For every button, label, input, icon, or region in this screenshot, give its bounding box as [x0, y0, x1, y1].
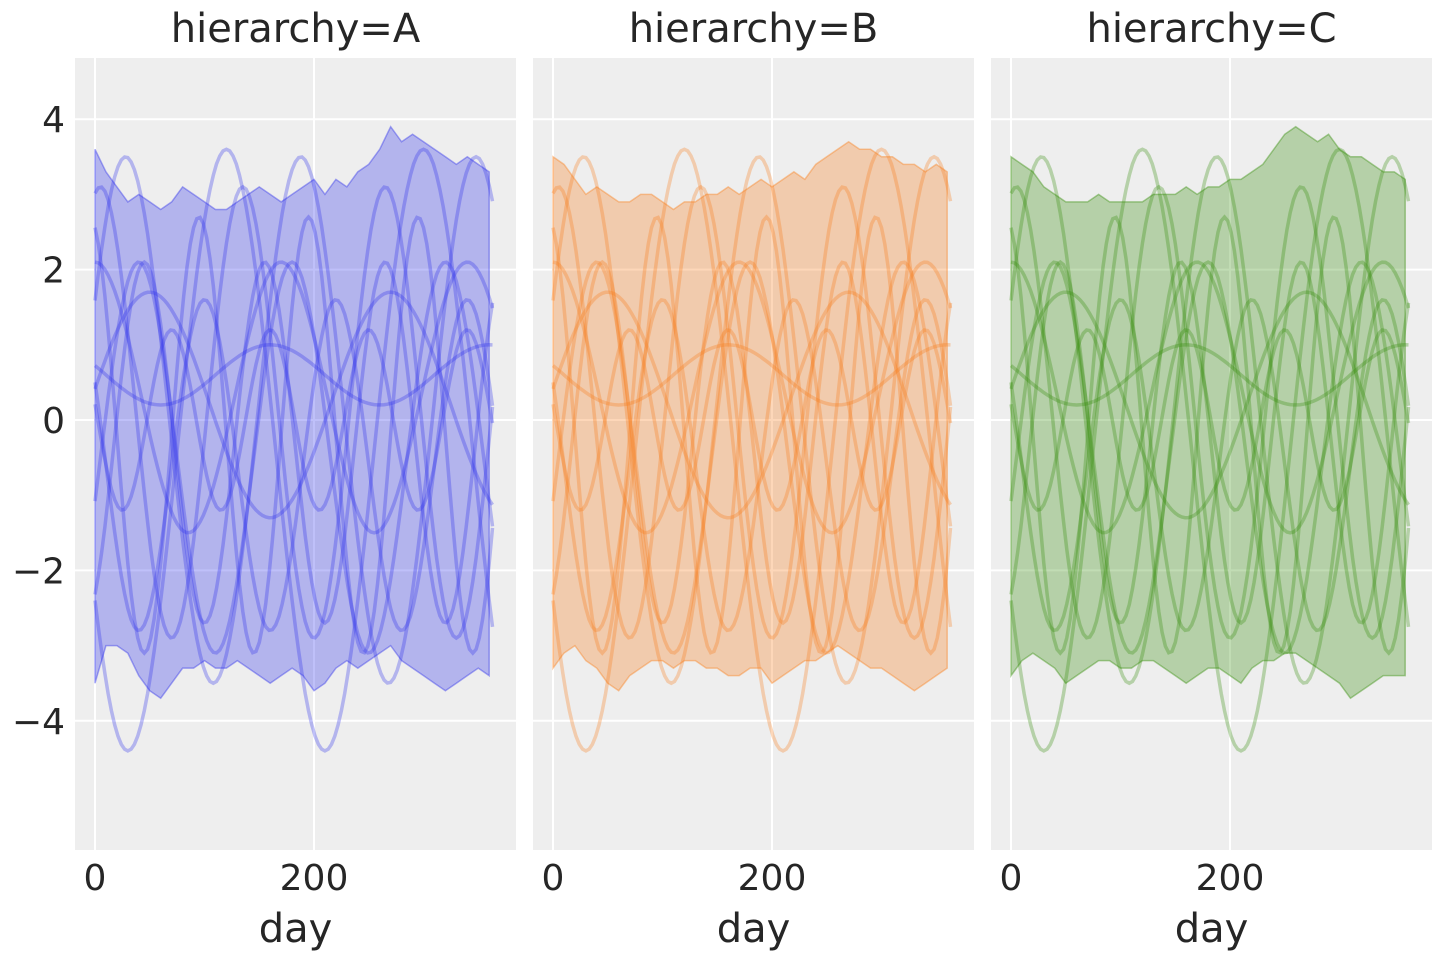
sample-curve-7	[551, 260, 953, 655]
sample-curve-7	[1009, 260, 1411, 655]
x-tick-label: 0	[1000, 858, 1023, 899]
sample-curve-2	[551, 147, 953, 753]
sample-curve-4	[93, 259, 495, 626]
panel-a: hierarchy=A 0 200 day	[75, 6, 516, 952]
y-tick-label: −2	[12, 551, 65, 592]
sample-curve-1	[1009, 154, 1411, 686]
plot-background	[533, 58, 974, 850]
plot-background	[75, 58, 516, 850]
x-tick-label: 0	[542, 858, 565, 899]
x-axis-label: day	[259, 906, 333, 952]
x-tick-label: 200	[738, 858, 807, 899]
sample-curve-10	[552, 260, 953, 535]
sample-curve-9	[551, 297, 953, 633]
sample-curve-3	[93, 184, 495, 641]
sample-curve-2	[1009, 147, 1411, 753]
sample-curve-11	[93, 214, 495, 656]
sample-curve-6	[93, 343, 493, 407]
x-tick-label: 0	[84, 858, 107, 899]
sample-curve-6	[1009, 343, 1409, 407]
hdi-band	[1010, 125, 1406, 700]
sample-curve-10	[1010, 260, 1411, 535]
panel-title: hierarchy=C	[1086, 6, 1336, 52]
sample-curve-7	[93, 260, 495, 655]
sample-curve-9	[1009, 297, 1411, 633]
sample-curve-4	[551, 259, 953, 626]
sample-curve-3	[551, 184, 953, 641]
hdi-band	[552, 140, 948, 692]
sample-curve-10	[94, 260, 495, 535]
y-tick-label: 0	[42, 401, 65, 442]
sample-curve-6	[551, 343, 951, 407]
hdi-band	[94, 125, 490, 700]
sample-curve-5	[551, 290, 952, 520]
sample-curve-8	[93, 328, 495, 512]
y-tick-label: 4	[42, 100, 65, 141]
x-tick-label: 200	[1196, 858, 1265, 899]
panel-title: hierarchy=A	[171, 6, 421, 52]
y-tick-label: −4	[12, 702, 65, 743]
panel-c: hierarchy=C 0 200 day	[991, 6, 1432, 952]
sample-curve-11	[1009, 214, 1411, 656]
sample-curve-8	[1009, 328, 1411, 512]
sample-curve-1	[551, 154, 953, 686]
y-tick-label: 2	[42, 251, 65, 292]
panel-b: hierarchy=B 0 200 day	[533, 6, 974, 952]
x-axis-label: day	[1175, 906, 1249, 952]
sample-curve-9	[93, 297, 495, 633]
sample-curve-1	[93, 154, 495, 686]
sample-curve-3	[1009, 184, 1411, 641]
x-axis-label: day	[717, 906, 791, 952]
sample-curve-8	[551, 328, 953, 512]
sample-curve-4	[1009, 259, 1411, 626]
sample-curve-5	[1009, 290, 1410, 520]
sample-curve-11	[551, 214, 953, 656]
panel-title: hierarchy=B	[629, 6, 879, 52]
x-tick-label: 200	[280, 858, 349, 899]
plot-background	[991, 58, 1432, 850]
sample-curve-5	[93, 290, 494, 520]
sample-curve-2	[93, 147, 495, 753]
